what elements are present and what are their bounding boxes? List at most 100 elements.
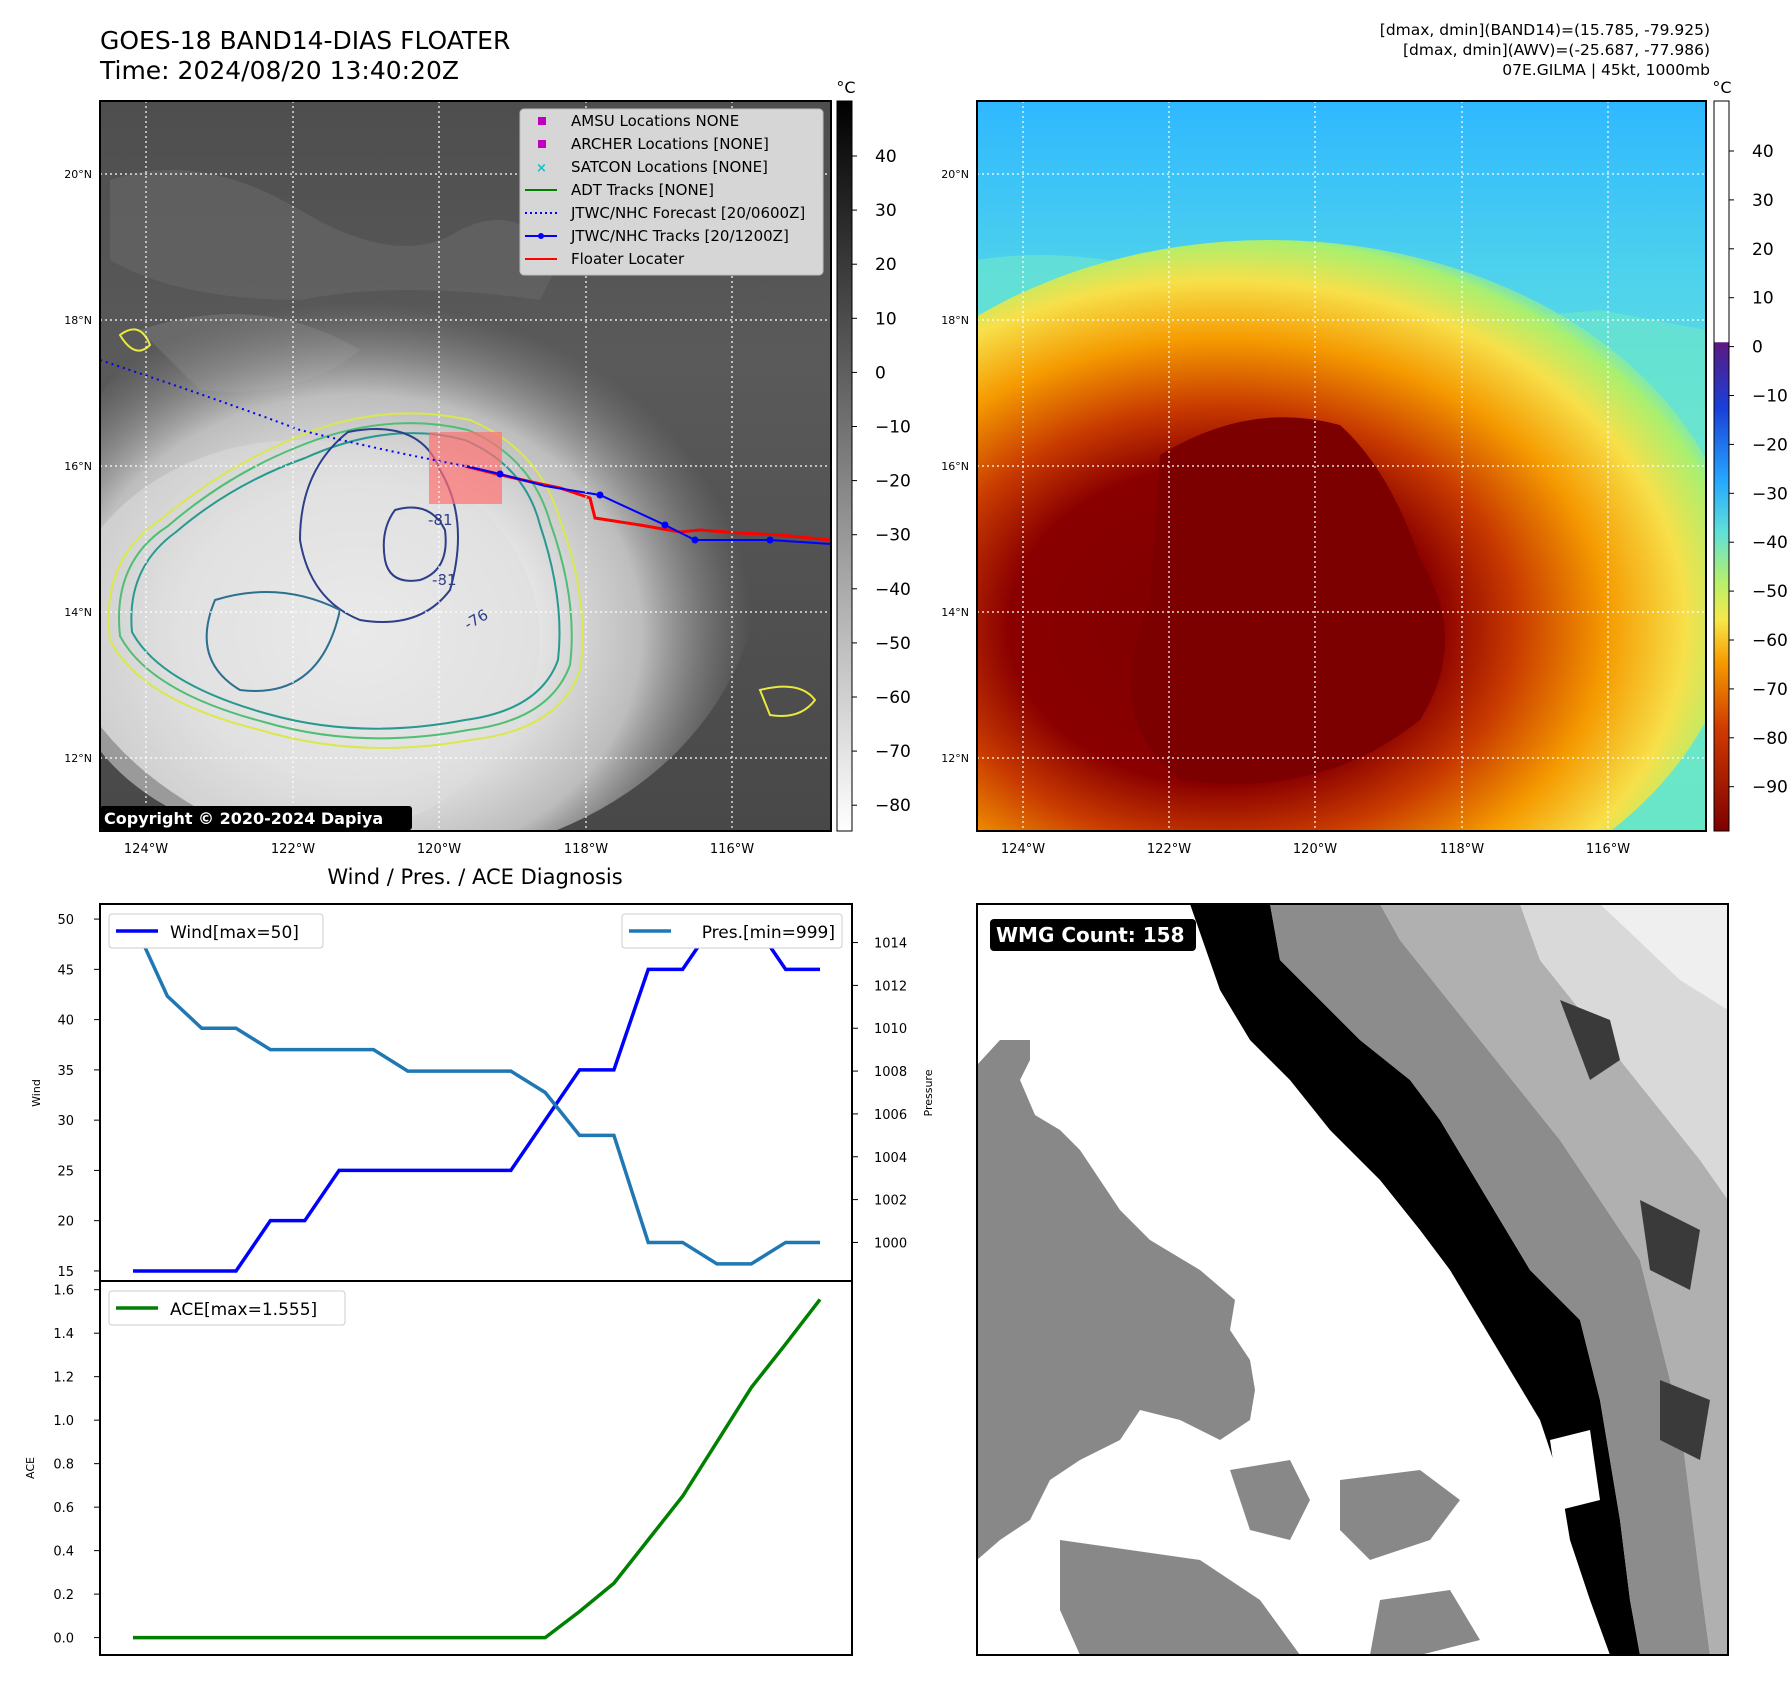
colorbar-tick-label: −80 [875, 796, 911, 816]
legend-archer: ARCHER Locations [NONE] [571, 135, 769, 153]
pres-legend: Pres.[min=999] [621, 913, 843, 949]
ir-colorbar-unit: °C [836, 78, 855, 97]
lat-tick-label: 14°N [941, 606, 969, 619]
ace-legend-label: ACE[max=1.555] [170, 1300, 317, 1320]
pres-tick-label: 1010 [874, 1022, 907, 1037]
contour-label: -81 [428, 511, 453, 529]
colorbar-tick-label: −40 [875, 580, 911, 600]
ace-tick-label: 0.4 [53, 1545, 74, 1560]
wind-pres-axes [99, 903, 853, 1282]
lon-tick-label: 118°W [1440, 842, 1484, 857]
ace-legend: ACE[max=1.555] [108, 1290, 346, 1326]
wind-ylabel: Wind [30, 1079, 43, 1107]
colorbar-tick-label: 10 [875, 309, 897, 329]
ir-colorbar-ticks: 40 30 20 10 0 −10 −20 −30 −40 −50 −60 −70 −80 [852, 147, 911, 816]
ace-tick-label: 1.2 [53, 1371, 74, 1386]
wmg-count-box [990, 919, 1196, 951]
colorbar-tick-label: 30 [875, 201, 897, 221]
awv-gridlines [977, 101, 1706, 831]
pres-tick-label: 1006 [874, 1108, 907, 1123]
lon-tick-label: 120°W [1293, 842, 1337, 857]
pres-tick-label: 1002 [874, 1194, 907, 1209]
lat-tick-label: 18°N [941, 314, 969, 327]
ace-axes [99, 1280, 853, 1656]
colorbar-tick-label: −70 [1752, 680, 1788, 700]
ace-tick-label: 0.6 [53, 1501, 74, 1516]
diagnosis-title: Wind / Pres. / ACE Diagnosis [327, 865, 622, 889]
colorbar-tick-label: 40 [875, 147, 897, 167]
lon-tick-label: 122°W [271, 842, 315, 857]
awv-map-panel [977, 101, 1706, 831]
wind-tick-label: 20 [57, 1215, 74, 1230]
lon-tick-label: 124°W [1001, 842, 1045, 857]
lat-tick-label: 20°N [64, 168, 92, 181]
wind-tick-label: 45 [57, 963, 74, 978]
colorbar-tick-label: −20 [875, 472, 911, 492]
ace-lines [133, 1298, 822, 1640]
ir-colorbar [836, 100, 853, 832]
header-stats: [dmax, dmin](BAND14)=(15.785, -79.925) [… [1380, 20, 1710, 80]
colorbar-tick-label: −80 [1752, 729, 1788, 749]
colorbar-tick-label: −60 [1752, 631, 1788, 651]
wmg-panel [977, 904, 1728, 1655]
lat-tick-label: 14°N [64, 606, 92, 619]
lon-tick-label: 120°W [417, 842, 461, 857]
floater-box [429, 432, 502, 504]
copyright-box [100, 806, 412, 830]
map-tick-labels: 20°N 20°N 18°N 18°N 16°N 16°N 14°N 14°N 12°N 12°N… [64, 168, 1630, 857]
ace-tick-label: 0.8 [53, 1458, 74, 1473]
contour-label: -81 [432, 571, 457, 589]
pres-tick-label: 1000 [874, 1236, 907, 1251]
pres-tick-label: 1004 [874, 1151, 907, 1166]
awv-colorbar-unit: °C [1712, 78, 1731, 97]
ace-tick-label: 0.0 [53, 1632, 74, 1647]
lat-tick-label: 16°N [64, 460, 92, 473]
colorbar-tick-label: 10 [1752, 289, 1774, 309]
colorbar-tick-label: −70 [875, 742, 911, 762]
colorbar-tick-label: −40 [1752, 533, 1788, 553]
lat-tick-label: 12°N [941, 752, 969, 765]
forecast-track [100, 359, 466, 467]
wind-legend-label: Wind[max=50] [170, 923, 299, 943]
lat-tick-label: 12°N [64, 752, 92, 765]
colorbar-tick-label: −60 [875, 688, 911, 708]
legend-amsu: AMSU Locations NONE [571, 112, 739, 130]
pres-tick-label: 1014 [874, 937, 907, 952]
wmg-count: WMG Count: 158 [996, 923, 1185, 947]
band14-range: [dmax, dmin](BAND14)=(15.785, -79.925) [1379, 21, 1710, 39]
ace-tick-label: 0.2 [53, 1588, 74, 1603]
pres-legend-label: Pres.[min=999] [702, 923, 835, 943]
awv-range: [dmax, dmin](AWV)=(-25.687, -77.986) [1403, 41, 1710, 59]
wind-tick-label: 30 [57, 1114, 74, 1129]
colorbar-tick-label: −90 [1752, 778, 1788, 798]
lat-tick-label: 20°N [941, 168, 969, 181]
ir-legend: × AMSU Locations NONE ARCHER Locations [… [519, 108, 824, 276]
awv-colorbar [1713, 100, 1730, 832]
storm-info: 07E.GILMA | 45kt, 1000mb [1502, 61, 1710, 79]
figure-title: GOES-18 BAND14-DIAS FLOATER [100, 26, 511, 55]
colorbar-tick-label: 20 [875, 255, 897, 275]
wind-tick-label: 35 [57, 1064, 74, 1079]
legend-satcon: SATCON Locations [NONE] [571, 158, 768, 176]
copyright: Copyright © 2020-2024 Dapiya [104, 809, 383, 828]
figure-time: Time: 2024/08/20 13:40:20Z [100, 56, 459, 85]
ace-tick-label: 1.4 [53, 1327, 74, 1342]
wind-pres-ticks: 15 20 25 30 35 40 45 50 1000 1002 1004 1006 1008 1010… [57, 913, 907, 1280]
colorbar-tick-label: 30 [1752, 191, 1774, 211]
best-track [464, 465, 831, 545]
legend-tracks: JTWC/NHC Tracks [20/1200Z] [570, 227, 789, 245]
lon-tick-label: 124°W [124, 842, 168, 857]
colorbar-tick-label: −30 [1752, 484, 1788, 504]
colorbar-tick-label: −50 [875, 634, 911, 654]
ace-ylabel: ACE [24, 1457, 37, 1479]
legend-adt: ADT Tracks [NONE] [571, 181, 714, 199]
wind-legend: Wind[max=50] [108, 913, 324, 949]
ace-ticks: 0.0 0.2 0.4 0.6 0.8 1.0 1.2 1.4 1.6 [53, 1284, 100, 1647]
wind-tick-label: 15 [57, 1265, 74, 1280]
awv-colorbar-ticks: 40 30 20 10 0 −10 −20 −30 −40 −50 −60 −70 −80 −90 [1729, 142, 1788, 798]
pres-tick-label: 1012 [874, 979, 907, 994]
track-points [496, 470, 774, 544]
colorbar-tick-label: 40 [1752, 142, 1774, 162]
colorbar-tick-label: −10 [1752, 387, 1788, 407]
colorbar-tick-label: −10 [875, 418, 911, 438]
